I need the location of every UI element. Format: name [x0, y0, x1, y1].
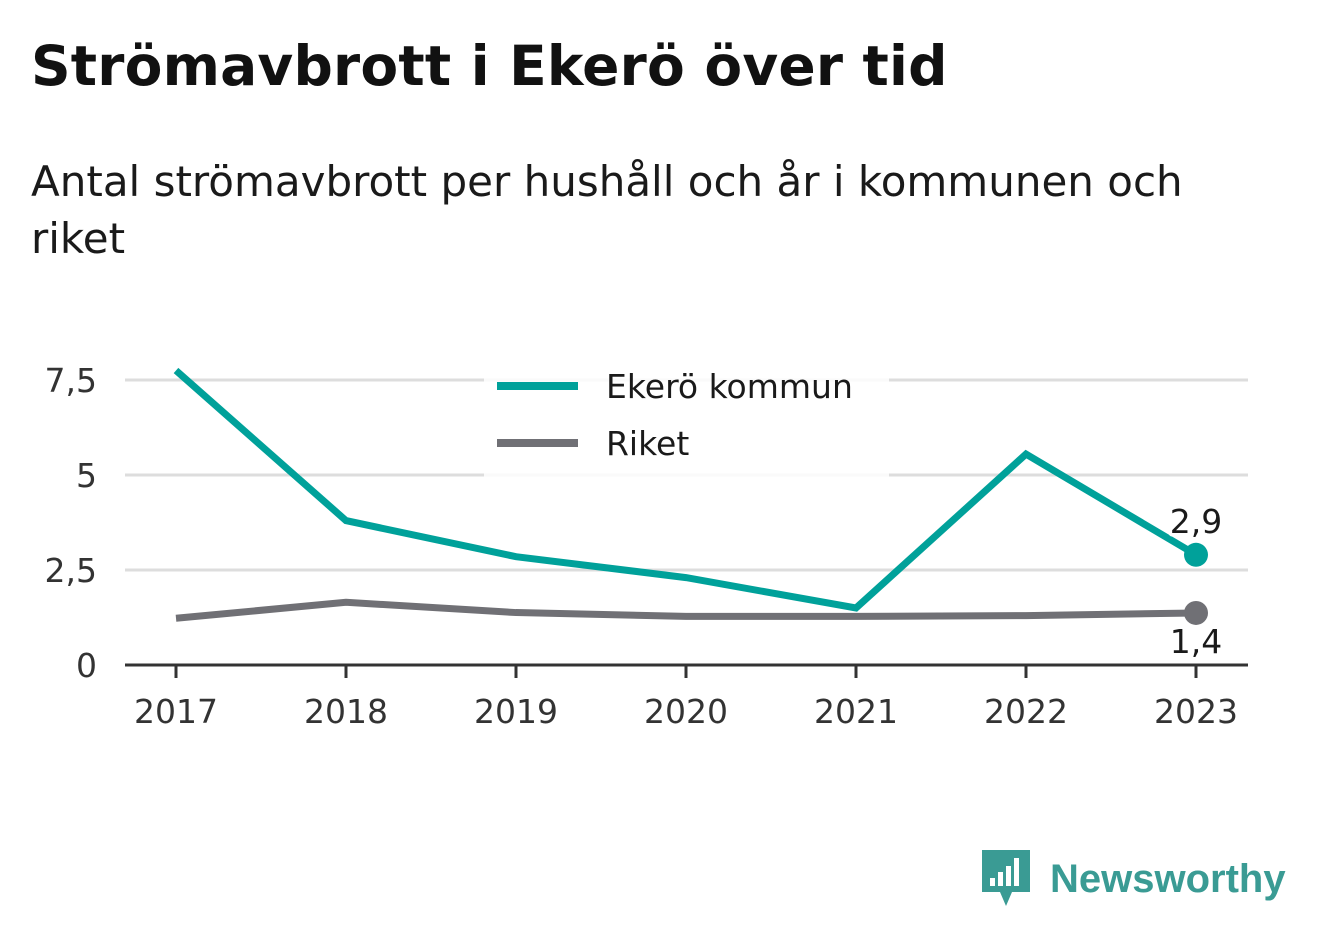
end-point-marker [1184, 600, 1208, 625]
chart-title: Strömavbrott i Ekerö över tid [31, 34, 948, 98]
x-tick-label: 2022 [984, 692, 1068, 731]
legend-background [484, 352, 889, 477]
chart-subtitle: Antal strömavbrott per hushåll och år i … [31, 157, 1183, 263]
end-label: 2,9 [1170, 502, 1222, 541]
end-label-halo: 2,9 [1170, 502, 1222, 541]
legend-label: Ekerö kommun [606, 367, 853, 406]
legend-label: Riket [606, 424, 689, 463]
end-label: 1,4 [1170, 622, 1222, 661]
y-tick-label: 2,5 [45, 551, 97, 590]
series-line-ekerö-kommun [173, 367, 1198, 612]
brand-name: Newsworthy [1050, 856, 1286, 901]
y-tick-label: 7,5 [45, 361, 97, 400]
series-line-riket [175, 598, 1197, 622]
legend: Ekerö kommun Riket [484, 352, 889, 477]
end-label-halo: 1,4 [1170, 622, 1222, 661]
x-tick-label: 2021 [814, 692, 898, 731]
x-tick-label: 2020 [644, 692, 728, 731]
x-tick-label: 2019 [474, 692, 558, 731]
end-labels: 2,92,91,41,4 [1166, 498, 1225, 664]
x-tick-label: 2023 [1154, 692, 1238, 731]
y-tick-label: 5 [76, 456, 97, 495]
brand-logo: Newsworthy [980, 848, 1286, 910]
newsworthy-logo-icon [982, 850, 1030, 906]
y-tick-label: 0 [76, 646, 97, 685]
x-tick-label: 2017 [134, 692, 218, 731]
x-tick-label: 2018 [304, 692, 388, 731]
end-point-marker [1184, 542, 1208, 567]
series-lines [173, 367, 1198, 622]
y-axis: 0 2,5 5 7,5 [45, 361, 97, 685]
x-axis: 2017 2018 2019 2020 2021 2022 2023 [125, 663, 1248, 731]
